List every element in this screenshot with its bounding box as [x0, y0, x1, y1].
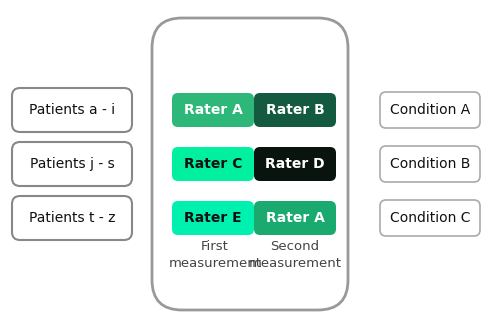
Text: Rater C: Rater C: [184, 157, 242, 171]
Text: Rater D: Rater D: [265, 157, 325, 171]
FancyBboxPatch shape: [152, 18, 348, 310]
Text: Patients a - i: Patients a - i: [29, 103, 115, 117]
Text: Condition A: Condition A: [390, 103, 470, 117]
FancyBboxPatch shape: [380, 92, 480, 128]
FancyBboxPatch shape: [12, 88, 132, 132]
Text: Patients j - s: Patients j - s: [30, 157, 114, 171]
Text: Rater A: Rater A: [184, 103, 242, 117]
FancyBboxPatch shape: [254, 93, 336, 127]
Text: First
measurement: First measurement: [168, 240, 262, 270]
Text: Condition C: Condition C: [390, 211, 470, 225]
Text: Condition B: Condition B: [390, 157, 470, 171]
FancyBboxPatch shape: [12, 196, 132, 240]
FancyBboxPatch shape: [172, 93, 254, 127]
FancyBboxPatch shape: [380, 146, 480, 182]
Text: Patients t - z: Patients t - z: [29, 211, 115, 225]
FancyBboxPatch shape: [254, 147, 336, 181]
FancyBboxPatch shape: [254, 201, 336, 235]
FancyBboxPatch shape: [380, 200, 480, 236]
FancyBboxPatch shape: [172, 201, 254, 235]
FancyBboxPatch shape: [172, 147, 254, 181]
Text: Rater B: Rater B: [266, 103, 324, 117]
Text: Second
measurement: Second measurement: [248, 240, 342, 270]
Text: Rater E: Rater E: [184, 211, 242, 225]
FancyBboxPatch shape: [12, 142, 132, 186]
Text: Rater A: Rater A: [266, 211, 324, 225]
